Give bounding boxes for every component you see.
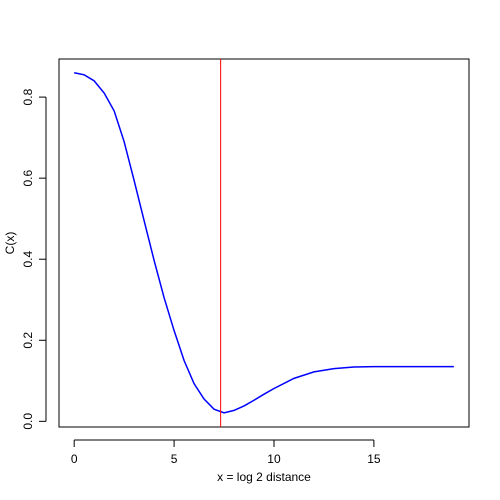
x-axis-label: x = log 2 distance: [217, 470, 311, 484]
y-tick-label: 0.6: [21, 169, 35, 186]
x-tick-label: 10: [267, 452, 281, 466]
y-tick-label: 0.2: [21, 332, 35, 349]
x-tick-label: 5: [171, 452, 178, 466]
y-tick-label: 0.0: [21, 413, 35, 430]
data-line: [74, 72, 454, 414]
x-tick-label: 15: [367, 452, 381, 466]
plot-box: [58, 58, 470, 428]
x-tick-label: 0: [71, 452, 78, 466]
y-axis-label: C(x): [3, 232, 17, 255]
y-tick-label: 0.8: [21, 88, 35, 105]
y-tick-label: 0.4: [21, 251, 35, 268]
